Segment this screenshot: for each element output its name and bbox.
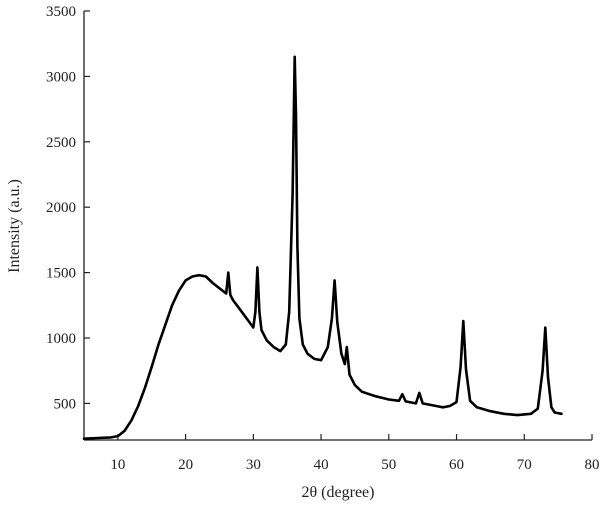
x-tick-label: 80	[585, 457, 600, 473]
x-tick-label: 20	[178, 457, 193, 473]
x-tick-label: 50	[381, 457, 396, 473]
y-tick-label: 1000	[46, 331, 76, 347]
x-ticks: 10 20 30 40 50 60 70 80	[110, 434, 600, 473]
y-tick-label: 2000	[46, 200, 76, 216]
x-tick-label: 30	[246, 457, 261, 473]
x-axis-label: 2θ (degree)	[302, 484, 375, 501]
xrd-intensity-line	[82, 55, 563, 440]
y-tick-label: 2500	[46, 135, 76, 151]
x-tick-label: 70	[517, 457, 532, 473]
y-axis-label: Intensity (a.u.)	[6, 179, 23, 273]
chart-axes	[83, 11, 592, 441]
y-ticks: 500 1000 1500 2000 2500 3000 3500	[46, 4, 90, 412]
x-tick-label: 60	[449, 457, 464, 473]
y-tick-label: 1500	[46, 266, 76, 282]
y-tick-label: 3500	[46, 4, 76, 20]
x-tick-label: 10	[110, 457, 125, 473]
y-tick-label: 500	[54, 396, 77, 412]
x-tick-label: 40	[314, 457, 329, 473]
y-tick-label: 3000	[46, 69, 76, 85]
